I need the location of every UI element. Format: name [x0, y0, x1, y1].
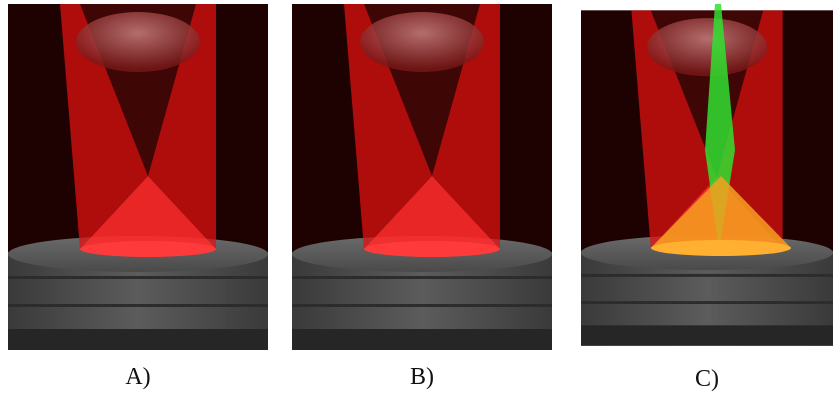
figure: A) B) C) [0, 0, 833, 399]
panel-a-image [8, 4, 268, 350]
panel-label: C) [695, 366, 719, 392]
panel-label: B) [410, 364, 434, 390]
panel-label: A) [125, 364, 150, 390]
panel-c-image [581, 4, 833, 346]
page: A) B) C) (() => { const data = JSON.pars… [0, 0, 833, 399]
panel-b-image [292, 4, 552, 350]
